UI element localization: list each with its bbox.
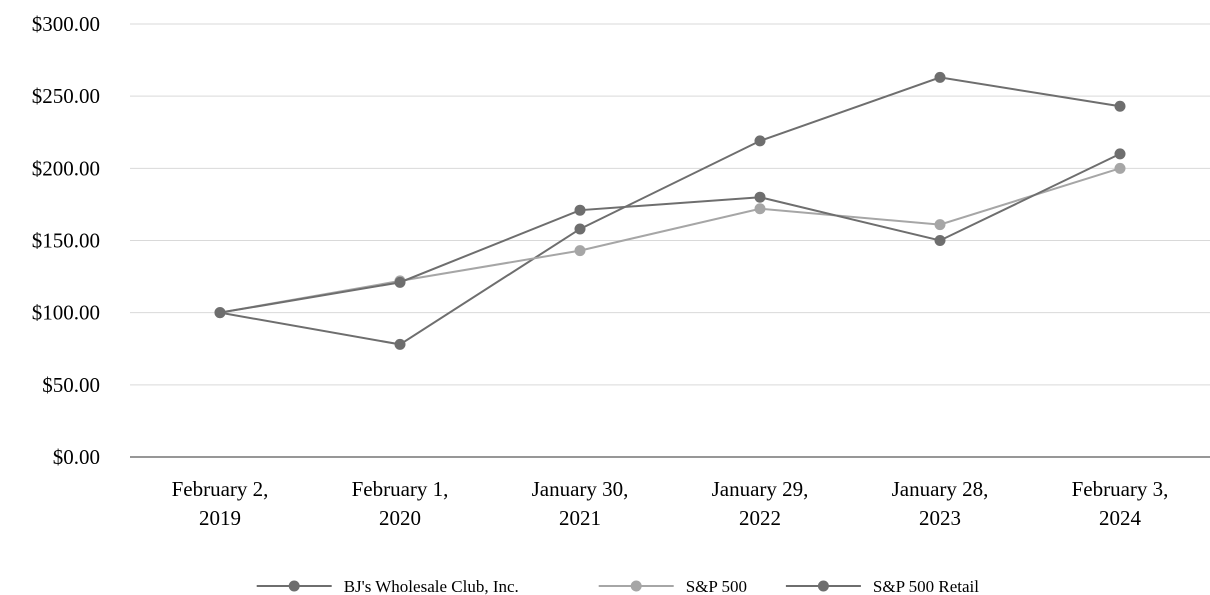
data-point [754, 135, 766, 147]
y-tick-label: $150.00 [32, 229, 100, 253]
legend-label: S&P 500 Retail [873, 577, 979, 595]
x-axis: February 2, 2019 February 1, 2020 January 30… [130, 456, 1210, 530]
data-point [574, 223, 586, 235]
y-tick-label: $0.00 [53, 445, 100, 469]
series-3 [214, 148, 1126, 319]
data-point [1114, 148, 1126, 160]
data-point [754, 191, 766, 203]
x-tick-label: January 30, 2021 [532, 477, 629, 530]
y-tick-label: $300.00 [32, 12, 100, 36]
data-point [214, 307, 226, 319]
y-tick-label: $100.00 [32, 301, 100, 325]
data-point [574, 204, 586, 216]
y-axis: $0.00 $50.00 $100.00 $150.00 $200.00 $250.00 $… [32, 12, 100, 469]
y-tick-label: $50.00 [42, 373, 100, 397]
legend-label: BJ's Wholesale Club, Inc. [344, 577, 519, 595]
data-point [934, 235, 946, 246]
x-tick-label: February 3, 2024 [1072, 477, 1169, 530]
legend-item: S&P 500 [598, 577, 747, 595]
gridlines [130, 23, 1210, 386]
data-point [394, 276, 406, 288]
legend-marker [630, 580, 642, 592]
x-tick-label: January 29, 2022 [712, 477, 809, 530]
legend-item: S&P 500 Retail [785, 577, 979, 595]
data-point [934, 219, 946, 231]
x-tick-label: January 28, 2023 [892, 477, 989, 530]
legend: BJ's Wholesale Club, Inc. S&P 500 S&P 500 … [256, 577, 979, 595]
y-tick-label: $200.00 [32, 156, 100, 180]
data-point [934, 71, 946, 83]
x-tick-label: February 2, 2019 [172, 477, 269, 530]
data-point [754, 203, 766, 215]
y-tick-label: $250.00 [32, 84, 100, 108]
data-point [394, 338, 406, 350]
legend-marker [288, 580, 300, 592]
series-line [219, 167, 1121, 314]
legend-item: BJ's Wholesale Club, Inc. [256, 577, 519, 595]
series-line [219, 152, 1121, 314]
series-line [219, 76, 1121, 346]
legend-label: S&P 500 [686, 577, 747, 595]
series-1 [214, 71, 1126, 350]
series-layer [214, 71, 1126, 350]
legend-marker [817, 580, 829, 592]
data-point [1114, 100, 1126, 112]
data-point [1114, 162, 1126, 174]
x-tick-label: February 1, 2020 [352, 477, 449, 530]
data-point [574, 245, 586, 257]
